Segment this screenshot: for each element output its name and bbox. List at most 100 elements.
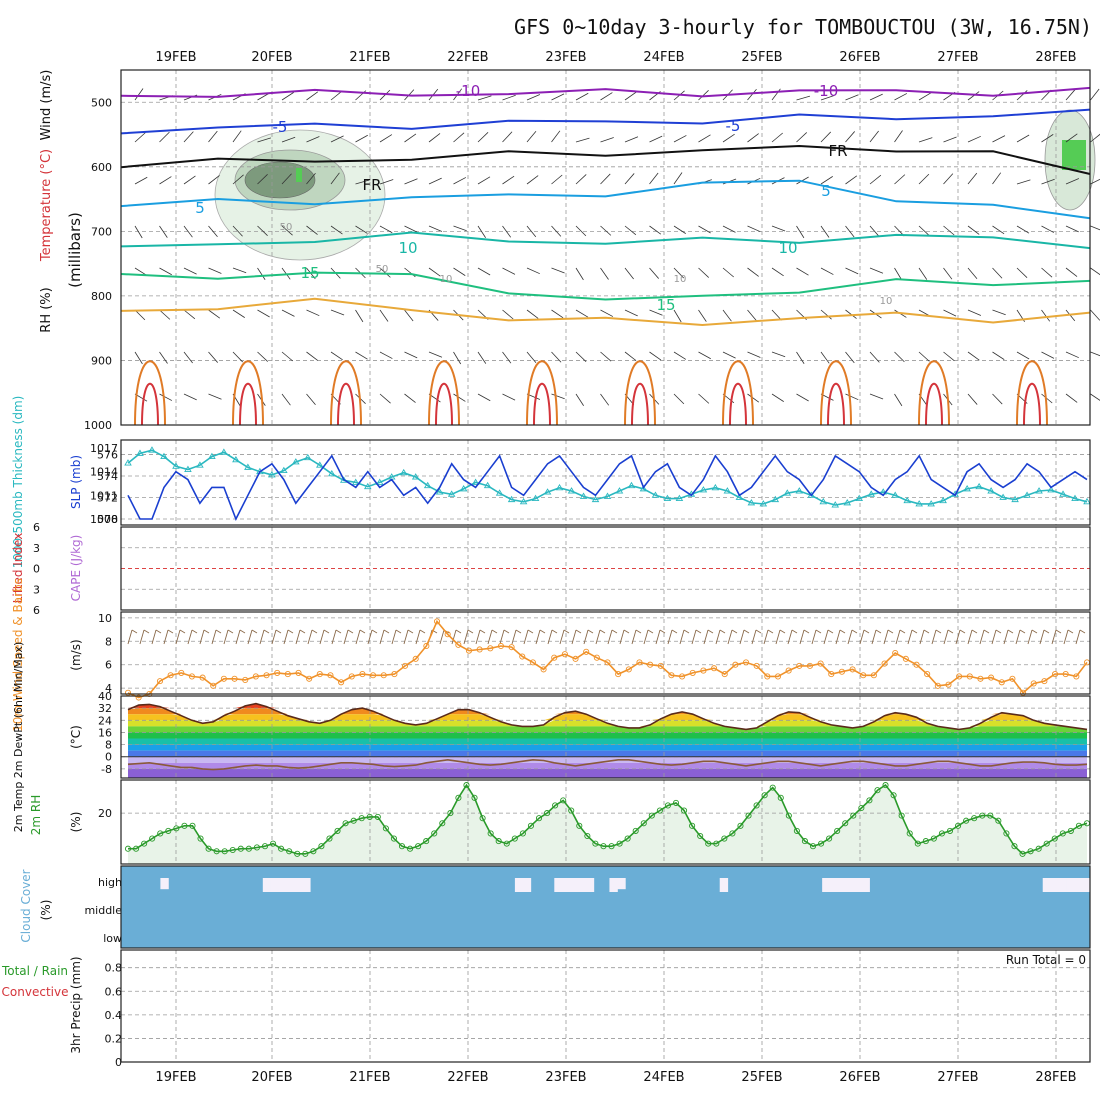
slp-tick-label: 1017 <box>90 442 118 455</box>
wind-barb <box>233 131 241 142</box>
temp-tick-label: 0 <box>105 751 112 764</box>
cloud-tick-label: low <box>103 932 122 945</box>
high-cloud-gap <box>523 878 531 892</box>
wind-barb <box>895 93 907 100</box>
high-cloud-gap <box>554 878 562 892</box>
wind-barb <box>944 268 952 279</box>
date-label-top: 24FEB <box>643 50 684 65</box>
wind-barb <box>160 177 172 184</box>
wind-barb-10m <box>228 630 233 633</box>
wind-barb <box>576 93 588 100</box>
surface-isotherm <box>534 384 550 425</box>
wind-barb <box>380 352 392 359</box>
wind-barb-10m <box>440 630 444 644</box>
high-cloud-gap <box>1051 878 1059 892</box>
wind-barb-10m <box>336 630 341 633</box>
chart-title: GFS 0~10day 3-hourly for TOMBOUCTOU (3W,… <box>514 15 1092 39</box>
wind-barb-10m <box>648 630 653 633</box>
surface-isotherm <box>919 361 949 425</box>
wind-barb <box>993 268 1003 278</box>
wind-barb <box>968 310 981 315</box>
wind-barb-10m <box>696 630 701 633</box>
surface-isotherm <box>821 361 851 425</box>
wind-barb-10m <box>236 630 240 644</box>
wind-barb-10m <box>996 630 1001 633</box>
wind-barb <box>209 352 218 363</box>
temp-axis-label: 2m Temp 2m DewPt (6hr Min/Max) <box>12 642 25 832</box>
wind-barb-10m <box>668 630 672 644</box>
wind-barb-10m <box>480 630 485 633</box>
wind-barb <box>944 174 953 184</box>
wind-barb-10m <box>944 630 948 644</box>
wind-barb-10m <box>600 630 605 633</box>
cloud-tick-label: middle <box>84 904 122 917</box>
wind-barb <box>454 352 461 364</box>
wind-barb <box>576 226 586 236</box>
contour-label: -5 <box>273 118 288 136</box>
wind-barb <box>405 134 416 142</box>
wind-barb-10m <box>572 630 576 644</box>
wind-barb-10m <box>216 630 221 633</box>
wind-barb <box>650 173 659 184</box>
wind-barb <box>699 352 711 359</box>
slp-tick-label: 1014 <box>90 466 118 479</box>
wind-barb <box>552 226 561 236</box>
wind-barb <box>944 352 955 361</box>
wind-barb-10m <box>848 630 852 644</box>
wind-barb <box>331 91 342 100</box>
wind-barb-10m <box>260 630 264 644</box>
wind-barb <box>135 89 143 100</box>
wind-barb-10m <box>924 630 929 633</box>
wind-barb-10m <box>1004 630 1008 644</box>
high-cloud-gap <box>822 878 830 892</box>
wind-barb <box>1017 268 1027 278</box>
wind-barb <box>160 132 170 142</box>
wind-barb <box>993 226 1005 234</box>
wind-barb <box>968 226 979 234</box>
wind-barb <box>503 95 516 100</box>
wind-barb-10m <box>548 630 552 644</box>
wind-barb-10m <box>180 630 185 633</box>
wind-barb <box>944 310 957 316</box>
wind-barb-10m <box>900 630 905 633</box>
temp-unit-label: (°C) <box>69 725 83 749</box>
wind-barb <box>209 394 222 399</box>
high-cloud-gap <box>562 878 570 892</box>
wind-barb-10m <box>720 630 725 633</box>
wind-barb-10m <box>396 630 401 633</box>
wind-barb <box>527 95 540 100</box>
wind-barb <box>282 352 293 361</box>
pressure-tick-label: 800 <box>91 290 112 303</box>
temperature-axis-label: Temperature (°C) <box>39 149 54 262</box>
high-cloud-gap <box>286 878 294 892</box>
pressure-tick-label: 500 <box>91 96 112 109</box>
wind-barb <box>944 137 957 142</box>
wind-barb <box>429 226 442 231</box>
wind-barb <box>748 394 759 402</box>
wind-barb <box>772 89 780 100</box>
high-cloud-gap <box>271 878 279 892</box>
wind-barb-10m <box>624 630 629 633</box>
surface-isotherm <box>135 361 165 425</box>
wind-barb-10m <box>992 630 996 644</box>
surface-isotherm <box>331 361 361 425</box>
wind-barb <box>919 93 931 100</box>
wind-barb-10m <box>852 630 857 633</box>
wind-barb <box>233 310 245 318</box>
wind-barb <box>405 179 418 184</box>
date-label-bottom: 26FEB <box>839 1070 880 1085</box>
date-label-bottom: 22FEB <box>447 1070 488 1085</box>
wind-barb <box>307 310 320 316</box>
wind-barb <box>331 310 344 315</box>
wind-barb-10m <box>552 630 557 633</box>
wind-barb <box>650 226 661 234</box>
wind-barb-10m <box>152 630 156 644</box>
surface-isotherm <box>436 384 452 425</box>
wind-barb <box>527 310 538 318</box>
contour-label: 5 <box>821 182 831 200</box>
contour-label: FR <box>828 142 847 160</box>
wind-barb-10m <box>824 630 828 644</box>
contour-label: 50 <box>280 222 293 233</box>
wind-barb-10m <box>312 630 317 633</box>
